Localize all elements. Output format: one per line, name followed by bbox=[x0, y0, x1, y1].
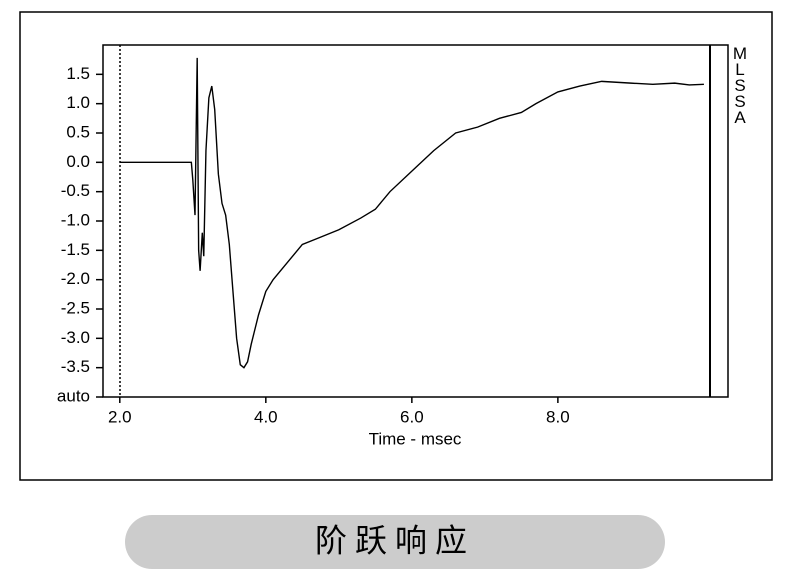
x-tick-label: 4.0 bbox=[254, 407, 278, 426]
data-line bbox=[119, 57, 704, 369]
x-tick-label: 8.0 bbox=[546, 407, 570, 426]
y-tick-label: 1.5 bbox=[66, 64, 90, 83]
frame bbox=[19, 11, 773, 481]
x-axis-label: Time - msec bbox=[369, 429, 462, 448]
y-tick-label: 0.5 bbox=[66, 122, 90, 141]
x-tick-label: 2.0 bbox=[108, 407, 132, 426]
y-tick-label: -3.0 bbox=[61, 328, 90, 347]
y-tick-label: -1.5 bbox=[61, 240, 90, 259]
y-tick-label: -2.0 bbox=[61, 269, 90, 288]
y-tick-label: 1.0 bbox=[66, 93, 90, 112]
x-tick-label: 6.0 bbox=[400, 407, 424, 426]
y-tick-label: auto bbox=[57, 386, 90, 405]
button[interactable] bbox=[125, 515, 665, 569]
y-tick-label: -2.5 bbox=[61, 298, 90, 317]
y-tick-label: 0.0 bbox=[66, 152, 90, 171]
y-tick-label: -3.5 bbox=[61, 357, 90, 376]
y-tick-label: -0.5 bbox=[61, 181, 90, 200]
button-label[interactable]: 阶跃响应 bbox=[315, 522, 475, 558]
y-tick-label: -1.0 bbox=[61, 210, 90, 229]
